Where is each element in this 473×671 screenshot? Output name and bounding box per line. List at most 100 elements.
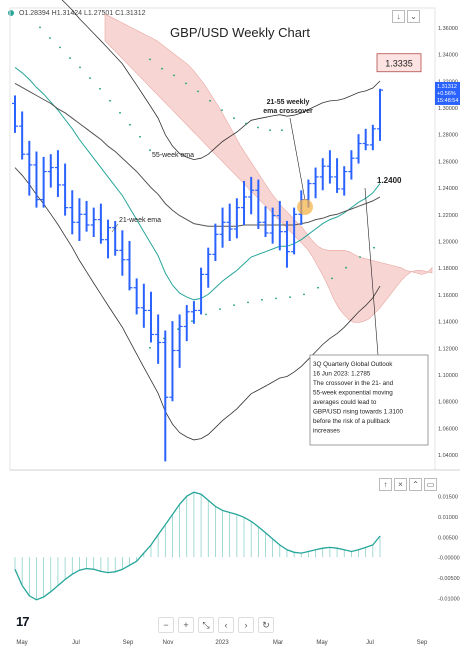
dot-marker [149, 346, 151, 349]
price-bar [369, 124, 376, 151]
dot-marker [275, 297, 277, 300]
pane-menu-icon[interactable]: ▭ [424, 478, 437, 491]
dot-marker [303, 293, 305, 296]
time-tick-label: Jul [366, 640, 374, 646]
price-bar [54, 150, 61, 197]
price-bar [133, 278, 140, 315]
price-bar [155, 314, 162, 364]
reset-chart-icon[interactable]: ↻ [258, 617, 274, 633]
scroll-right-icon[interactable]: › [238, 617, 254, 633]
dot-marker [247, 301, 249, 304]
time-tick-label: May [316, 640, 327, 646]
price-axis[interactable]: 1.04000 1.06000 1.08000 1.10000 1.12000 1.140… [435, 26, 460, 459]
dot-marker [185, 82, 187, 85]
price-bar [362, 128, 369, 151]
dot-marker [245, 122, 247, 125]
ohlc-low: L1.27501 [83, 10, 114, 17]
price-bar [147, 291, 154, 343]
price-bar [205, 247, 212, 288]
dot-marker [345, 266, 347, 269]
osc-pane-controls: ↑ × ⌃ ▭ [379, 478, 437, 491]
price-tick-label: 1.22000 [438, 213, 458, 219]
ema-55-label: 55-week ema [152, 152, 194, 159]
target-price-label: 1.3335 [385, 59, 413, 69]
price-tick-label: 1.30000 [438, 106, 458, 112]
price-bar [276, 200, 283, 251]
dot-marker [191, 320, 193, 322]
scroll-left-icon[interactable]: ‹ [218, 617, 234, 633]
chart-title: GBP/USD Weekly Chart [170, 25, 310, 40]
maximize-pane-icon[interactable]: ⌃ [409, 478, 422, 491]
price-bar [169, 321, 176, 402]
price-tick-label: 1.36000 [438, 26, 458, 32]
support-level-label: 1.2400 [377, 176, 402, 185]
callout-line: increases [313, 428, 340, 435]
oscillator-pane [14, 491, 381, 601]
move-pane-down-icon[interactable]: ↓ [392, 10, 405, 23]
dot-marker [149, 149, 151, 152]
price-bar [312, 167, 319, 199]
price-tick-label: 1.16000 [438, 293, 458, 299]
dot-marker [233, 304, 235, 306]
collapse-pane-icon[interactable]: ⌄ [407, 10, 420, 23]
dot-marker [129, 123, 131, 126]
move-pane-up-icon[interactable]: ↑ [379, 478, 392, 491]
dot-marker [257, 126, 259, 129]
time-axis[interactable]: May Jul Sep Nov 2023 Mar May Jul Sep [16, 640, 428, 646]
callout-line: before the risk of a pullback [313, 418, 391, 425]
cloud-area [104, 13, 433, 323]
price-bar [226, 203, 233, 241]
price-bar [190, 301, 197, 324]
price-tick-label: 1.34000 [438, 53, 458, 59]
price-bar [90, 207, 97, 237]
lower-band-line [14, 167, 381, 441]
price-bar [69, 190, 76, 235]
upper-band-line [61, 0, 381, 161]
price-bar [348, 150, 355, 180]
zoom-out-icon[interactable]: − [158, 617, 174, 633]
price-bar [262, 206, 269, 237]
fit-screen-icon[interactable]: ⤡ [198, 617, 214, 633]
oscillator-axis[interactable]: 0.01500 0.01000 0.00500 -0.00000 -0.00500 -0.… [438, 495, 460, 603]
current-price-tag [435, 81, 460, 105]
close-pane-icon[interactable]: × [394, 478, 407, 491]
price-bar [19, 111, 26, 160]
tradingview-logo-icon: 17 [16, 614, 30, 629]
time-tick-label: Nov [163, 640, 174, 646]
price-bar [319, 158, 326, 191]
dot-marker [39, 26, 41, 29]
ohlc-high: H1.31424 [51, 10, 83, 17]
dot-marker [119, 111, 121, 114]
price-bar [62, 163, 69, 216]
main-pane-controls: ↓ ⌄ [392, 10, 420, 23]
price-tick-label: 1.18000 [438, 266, 458, 272]
dot-marker [221, 109, 223, 111]
dot-marker [139, 135, 141, 138]
price-bar [326, 150, 333, 184]
zoom-in-icon[interactable]: + [178, 617, 194, 633]
dot-marker [173, 74, 175, 77]
price-bar [355, 134, 362, 164]
osc-tick-label: 0.00500 [438, 535, 458, 541]
price-bar [219, 207, 226, 248]
osc-line [14, 491, 381, 601]
price-bar [26, 140, 33, 196]
annotations: GBP/USD Weekly Chart 1.3335 21-55 weekly em… [111, 25, 429, 446]
price-bar [291, 207, 298, 255]
callout-line: 3Q Quarterly Global Outlook [313, 361, 393, 368]
callout-line: The crossover in the 21- and [313, 380, 394, 387]
price-bar [255, 179, 262, 229]
price-bar [162, 330, 169, 462]
price-bar [334, 158, 341, 193]
price-bar [183, 305, 190, 342]
dot-marker [233, 117, 235, 120]
ema-21-pointer [111, 223, 119, 233]
price-tick-label: 1.06000 [438, 426, 458, 432]
callout-line: 55-week exponential moving [313, 390, 393, 397]
price-bar [83, 200, 90, 232]
price-bar [269, 207, 276, 244]
dot-marker [149, 58, 151, 61]
osc-tick-label: -0.01000 [438, 596, 460, 602]
callout-line: GBP/USD rising towards 1.3100 [313, 409, 403, 416]
